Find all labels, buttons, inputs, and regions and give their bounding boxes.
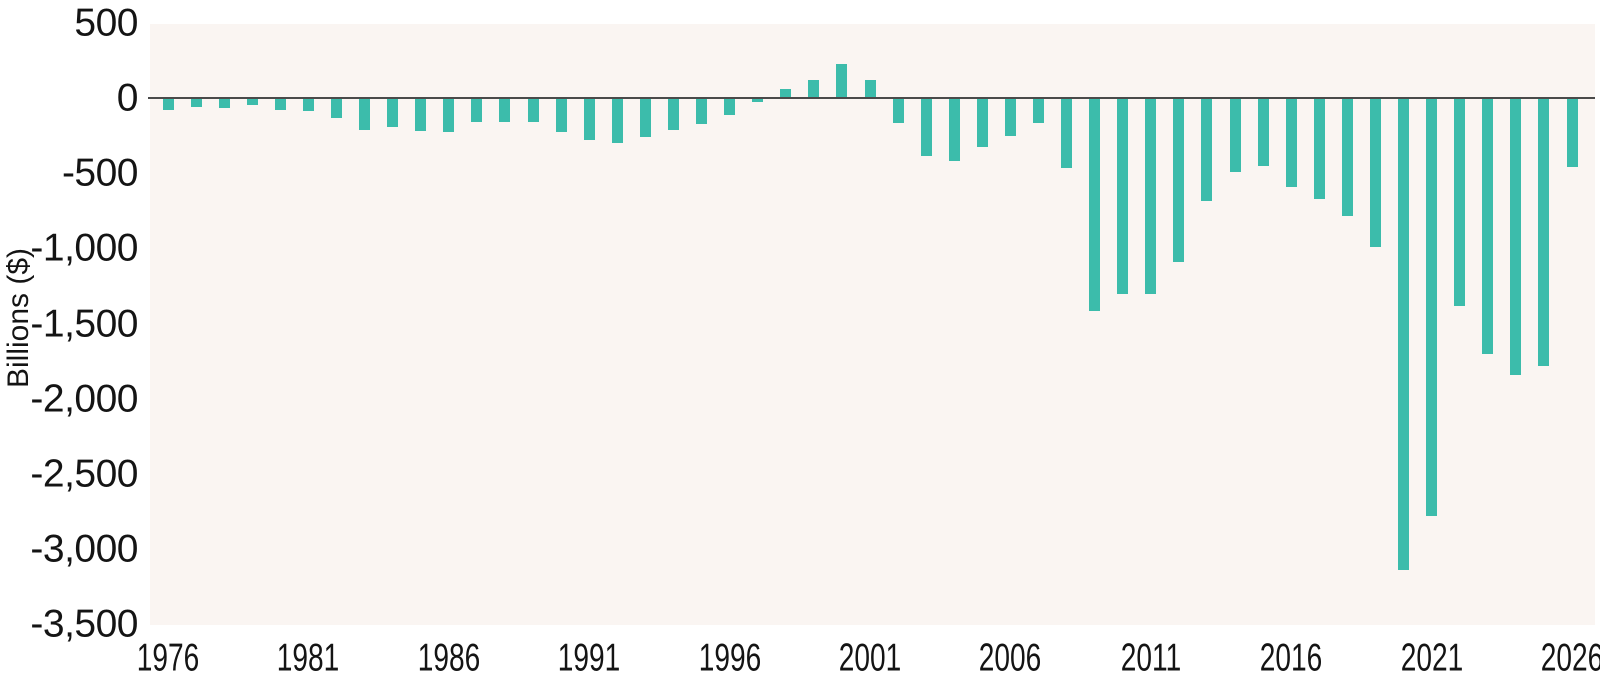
bar-1990 xyxy=(555,99,567,133)
bar-2016 xyxy=(1285,99,1297,187)
y-tick-label: -3,500 xyxy=(30,602,138,646)
bar-1987 xyxy=(471,99,483,122)
y-tick-label: -2,500 xyxy=(30,452,138,496)
bar-1984 xyxy=(387,99,399,127)
x-tick-label-2011: 2011 xyxy=(1120,636,1181,680)
bar-2009 xyxy=(1089,99,1101,312)
bar-1982 xyxy=(330,99,342,119)
y-tick-label: -1,000 xyxy=(30,227,138,271)
bar-2010 xyxy=(1117,99,1129,294)
bar-1994 xyxy=(667,99,679,130)
x-tick-label-1996: 1996 xyxy=(698,636,761,680)
bar-2026 xyxy=(1566,99,1578,168)
y-tick-label: -2,000 xyxy=(30,377,138,421)
bar-2023 xyxy=(1482,99,1494,354)
bar-1977 xyxy=(190,99,202,108)
bar-2000 xyxy=(836,63,848,100)
bar-2012 xyxy=(1173,99,1185,263)
bar-2013 xyxy=(1201,99,1213,202)
bar-1980 xyxy=(274,99,286,111)
bar-2024 xyxy=(1510,99,1522,375)
bar-2019 xyxy=(1369,99,1381,248)
x-tick-label-1986: 1986 xyxy=(417,636,481,680)
bar-1976 xyxy=(162,99,174,111)
bar-2018 xyxy=(1341,99,1353,217)
x-tick-label-2006: 2006 xyxy=(979,636,1042,680)
x-tick-label-2001: 2001 xyxy=(838,636,902,680)
bar-1979 xyxy=(246,99,258,106)
bar-2025 xyxy=(1538,99,1550,366)
bar-1998 xyxy=(780,88,792,100)
bar-2007 xyxy=(1032,99,1044,124)
bar-1981 xyxy=(302,99,314,111)
bar-1986 xyxy=(443,99,455,133)
bar-1996 xyxy=(724,99,736,116)
bar-1978 xyxy=(218,99,230,109)
bar-1991 xyxy=(583,99,595,140)
bar-2015 xyxy=(1257,99,1269,166)
bar-1993 xyxy=(639,99,651,138)
bar-2008 xyxy=(1061,99,1073,169)
y-tick-label: -1,500 xyxy=(30,302,138,346)
bar-2003 xyxy=(920,99,932,156)
bar-1983 xyxy=(359,99,371,131)
bar-2017 xyxy=(1313,99,1325,200)
y-tick-label: -3,000 xyxy=(30,527,138,571)
bar-1995 xyxy=(696,99,708,124)
bar-1992 xyxy=(611,99,623,143)
bar-2004 xyxy=(948,99,960,162)
x-tick-label-1981: 1981 xyxy=(277,636,340,680)
x-tick-label-2021: 2021 xyxy=(1400,636,1463,680)
bar-1985 xyxy=(415,99,427,132)
x-tick-label-2016: 2016 xyxy=(1259,636,1323,680)
y-tick-label: 500 xyxy=(74,1,138,45)
bar-1997 xyxy=(752,99,764,103)
bar-2006 xyxy=(1004,99,1016,137)
y-tick-label: 0 xyxy=(116,76,139,120)
bar-2020 xyxy=(1398,99,1410,570)
bar-2011 xyxy=(1145,99,1157,295)
bar-1988 xyxy=(499,99,511,123)
bar-2005 xyxy=(976,99,988,147)
plot-area xyxy=(148,24,1595,625)
x-tick-label-1976: 1976 xyxy=(136,636,200,680)
bar-2022 xyxy=(1454,99,1466,306)
bar-2002 xyxy=(892,99,904,123)
x-tick-label-2026: 2026 xyxy=(1540,636,1600,680)
bar-1999 xyxy=(808,80,820,100)
x-tick-label-1991: 1991 xyxy=(557,636,621,680)
bar-2014 xyxy=(1229,99,1241,172)
y-tick-label: -500 xyxy=(61,151,139,195)
bar-1989 xyxy=(527,99,539,123)
zero-axis-line xyxy=(148,97,1595,99)
bar-2021 xyxy=(1426,99,1438,516)
bar-2001 xyxy=(864,79,876,100)
